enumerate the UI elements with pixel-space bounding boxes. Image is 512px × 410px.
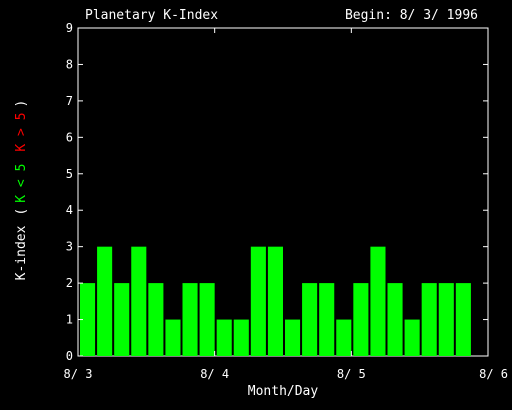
bar (80, 283, 96, 356)
bars-group (80, 246, 471, 356)
bar (267, 246, 283, 356)
bar (387, 283, 403, 356)
bar (148, 283, 164, 356)
y-tick-label: 2 (66, 276, 73, 290)
y-tick-label: 0 (66, 349, 73, 363)
x-tick-label: 8/ 3 (64, 367, 93, 381)
bar (165, 319, 181, 356)
bar (353, 283, 369, 356)
y-tick-label: 1 (66, 313, 73, 327)
x-tick-label: 8/ 5 (337, 367, 366, 381)
y-axis-label-high: K > 5 (14, 112, 29, 151)
x-tick-label: 8/ 6 (479, 367, 508, 381)
bar (114, 283, 130, 356)
x-tick-label: 8/ 4 (200, 367, 229, 381)
bar (216, 319, 232, 356)
y-tick-label: 4 (66, 203, 73, 217)
bar (455, 283, 471, 356)
chart-subtitle: Begin: 8/ 3/ 1996 (345, 8, 478, 23)
bar (131, 246, 147, 356)
bar (319, 283, 335, 356)
bar (336, 319, 352, 356)
bar (250, 246, 266, 356)
bar (97, 246, 113, 356)
bar (370, 246, 386, 356)
y-tick-label: 7 (66, 94, 73, 108)
bar (285, 319, 301, 356)
y-tick-label: 8 (66, 57, 73, 71)
y-axis-label-main: K-index (14, 225, 29, 280)
y-tick-label: 3 (66, 240, 73, 254)
y-axis-label: K-index ( K < 5 K > 5) (14, 100, 29, 281)
x-axis-label: Month/Day (248, 384, 319, 399)
y-tick-label: 5 (66, 167, 73, 181)
bar (404, 319, 420, 356)
y-axis-label-open: ( (14, 208, 29, 216)
y-axis-label-low: K < 5 (14, 164, 29, 203)
y-axis-label-close: ) (14, 100, 29, 108)
bar (302, 283, 318, 356)
y-tick-label: 9 (66, 21, 73, 35)
bar (182, 283, 198, 356)
y-axis-ticks: 0 1 2 3 4 5 6 7 8 9 (66, 21, 488, 363)
bar (438, 283, 454, 356)
bar (199, 283, 215, 356)
bar (233, 319, 249, 356)
bar (421, 283, 437, 356)
x-axis-ticks: 8/ 3 8/ 4 8/ 5 8/ 6 (64, 28, 508, 381)
y-tick-label: 6 (66, 130, 73, 144)
chart-title: Planetary K-Index (85, 8, 218, 23)
